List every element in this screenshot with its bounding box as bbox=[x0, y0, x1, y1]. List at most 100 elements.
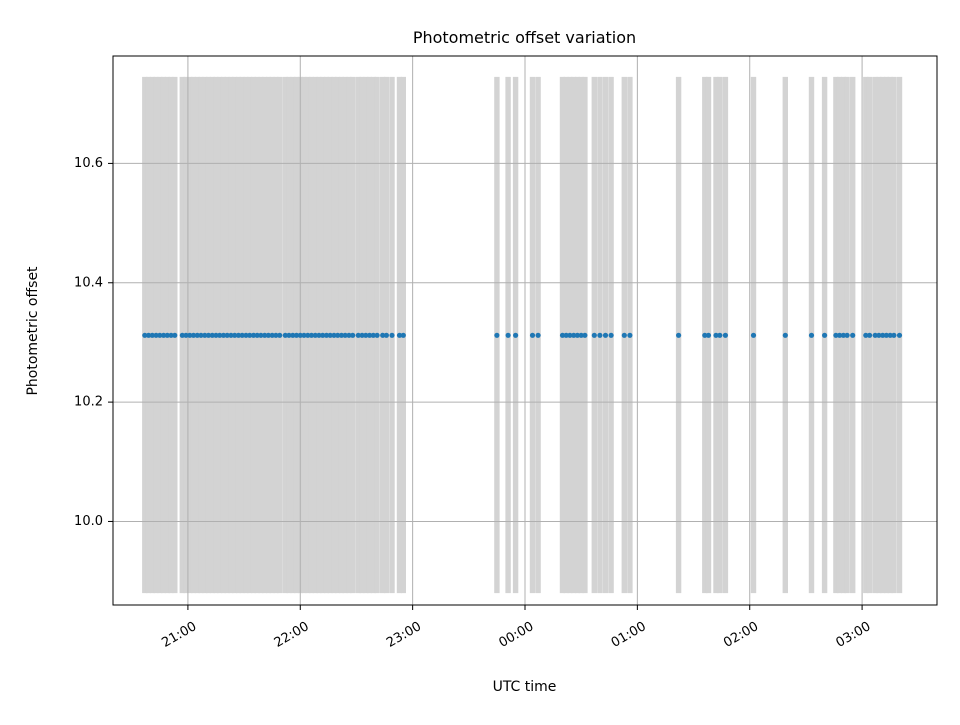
data-point-31 bbox=[262, 332, 268, 338]
data-point-36 bbox=[282, 332, 288, 338]
data-point-60 bbox=[374, 332, 380, 338]
data-point-5 bbox=[161, 332, 167, 338]
data-point-11 bbox=[187, 332, 193, 338]
data-point-71 bbox=[559, 332, 566, 338]
data-point-51 bbox=[338, 332, 345, 338]
data-point-72 bbox=[563, 332, 569, 338]
data-point-38 bbox=[290, 332, 296, 338]
data-point-53 bbox=[346, 332, 352, 338]
data-point-16 bbox=[205, 332, 212, 338]
data-point-98 bbox=[850, 332, 856, 338]
data-point-3 bbox=[153, 332, 159, 338]
data-point-12 bbox=[190, 332, 197, 338]
data-point-85 bbox=[702, 332, 708, 338]
data-point-63 bbox=[389, 332, 395, 338]
data-point-101 bbox=[872, 332, 878, 338]
data-point-9 bbox=[179, 332, 185, 338]
data-point-7 bbox=[168, 332, 174, 338]
data-point-18 bbox=[213, 332, 219, 338]
data-point-41 bbox=[301, 332, 307, 338]
y-tick-label-1: 10.2 bbox=[74, 395, 103, 410]
data-point-15 bbox=[202, 332, 208, 338]
data-point-106 bbox=[891, 332, 897, 338]
data-point-102 bbox=[876, 332, 882, 338]
data-point-58 bbox=[367, 332, 373, 338]
data-point-86 bbox=[705, 332, 712, 338]
data-point-70 bbox=[535, 332, 541, 338]
data-point-100 bbox=[867, 332, 873, 338]
data-point-49 bbox=[331, 332, 337, 338]
data-point-93 bbox=[822, 332, 828, 338]
data-point-34 bbox=[273, 332, 279, 338]
data-point-39 bbox=[293, 332, 300, 338]
data-point-52 bbox=[342, 332, 348, 338]
y-axis-label: Photometric offset bbox=[25, 266, 41, 396]
data-point-32 bbox=[265, 332, 271, 338]
data-point-103 bbox=[880, 332, 886, 338]
data-point-82 bbox=[621, 332, 627, 338]
data-point-40 bbox=[297, 332, 303, 338]
x-axis-label: UTC time bbox=[493, 679, 557, 695]
data-point-76 bbox=[578, 332, 584, 338]
data-point-46 bbox=[320, 332, 326, 338]
data-point-78 bbox=[591, 332, 597, 338]
data-point-73 bbox=[567, 332, 573, 338]
data-point-13 bbox=[194, 332, 200, 338]
data-point-97 bbox=[844, 332, 850, 338]
data-point-10 bbox=[183, 332, 189, 338]
data-point-66 bbox=[494, 332, 500, 338]
data-point-84 bbox=[676, 332, 682, 338]
data-point-80 bbox=[602, 332, 609, 338]
data-point-56 bbox=[359, 332, 365, 338]
data-point-83 bbox=[627, 332, 633, 338]
data-point-1 bbox=[146, 332, 152, 338]
data-point-87 bbox=[713, 332, 719, 338]
data-point-17 bbox=[209, 332, 215, 338]
data-point-61 bbox=[380, 332, 386, 338]
data-point-74 bbox=[571, 332, 577, 338]
data-point-88 bbox=[717, 332, 723, 338]
data-point-75 bbox=[574, 332, 581, 338]
data-point-37 bbox=[286, 332, 292, 338]
grid-layer bbox=[113, 56, 937, 605]
data-point-95 bbox=[837, 332, 843, 338]
data-point-45 bbox=[316, 332, 322, 338]
data-point-14 bbox=[198, 332, 204, 338]
data-point-27 bbox=[247, 332, 253, 338]
y-tick-layer: 10.0 10.2 10.4 10.6 bbox=[74, 156, 113, 529]
data-point-94 bbox=[833, 332, 839, 338]
data-point-24 bbox=[235, 332, 242, 338]
data-point-90 bbox=[750, 332, 757, 338]
data-point-67 bbox=[505, 332, 511, 338]
data-point-layer bbox=[142, 332, 903, 338]
data-point-54 bbox=[350, 332, 356, 338]
data-point-104 bbox=[883, 332, 890, 338]
data-point-92 bbox=[808, 332, 815, 338]
data-point-62 bbox=[383, 332, 389, 338]
data-point-8 bbox=[172, 332, 178, 338]
data-point-96 bbox=[840, 332, 847, 338]
data-point-25 bbox=[239, 332, 245, 338]
data-point-33 bbox=[269, 332, 275, 338]
data-point-48 bbox=[327, 332, 333, 338]
data-point-68 bbox=[513, 332, 519, 338]
data-point-64 bbox=[396, 332, 403, 338]
data-point-43 bbox=[308, 332, 315, 338]
data-point-89 bbox=[722, 332, 729, 338]
data-point-77 bbox=[582, 332, 588, 338]
data-point-91 bbox=[782, 332, 788, 338]
data-point-0 bbox=[142, 332, 148, 338]
data-point-50 bbox=[335, 332, 341, 338]
data-point-105 bbox=[887, 332, 893, 338]
data-point-22 bbox=[228, 332, 234, 338]
data-point-47 bbox=[323, 332, 330, 338]
data-point-59 bbox=[370, 332, 376, 338]
data-point-28 bbox=[250, 332, 257, 338]
chart-title: Photometric offset variation bbox=[413, 28, 636, 47]
data-point-42 bbox=[305, 332, 311, 338]
data-point-81 bbox=[608, 332, 614, 338]
data-point-44 bbox=[312, 332, 318, 338]
data-point-107 bbox=[896, 332, 903, 338]
data-point-4 bbox=[157, 332, 163, 338]
